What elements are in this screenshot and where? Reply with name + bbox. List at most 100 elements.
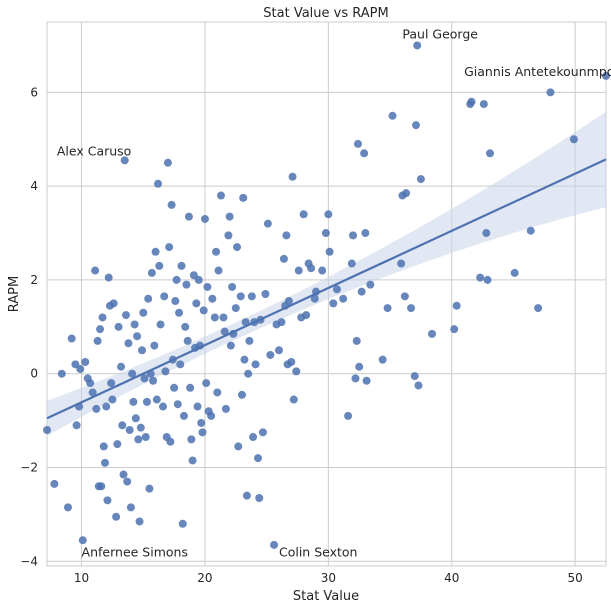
data-point: [324, 210, 333, 219]
data-point: [526, 226, 535, 235]
data-point: [282, 231, 291, 240]
data-point: [133, 332, 142, 341]
data-point: [131, 414, 140, 423]
x-tick-label: 40: [444, 571, 459, 585]
data-point: [274, 346, 283, 355]
data-point: [109, 299, 118, 308]
data-point: [402, 189, 411, 198]
data-point: [220, 327, 229, 336]
data-point: [332, 285, 341, 294]
data-point: [91, 266, 100, 275]
data-point: [43, 426, 51, 434]
data-point: [233, 243, 242, 252]
data-point: [270, 540, 279, 549]
data-point: [145, 484, 154, 493]
y-tick-label: −2: [20, 461, 38, 475]
data-point: [361, 229, 370, 238]
data-point: [378, 355, 387, 364]
data-point: [193, 402, 202, 411]
data-point: [134, 435, 143, 444]
data-point: [225, 212, 234, 221]
data-points: [43, 41, 610, 549]
data-point: [120, 156, 129, 165]
y-tick-label: 2: [30, 273, 38, 287]
data-point: [126, 503, 135, 512]
data-point: [181, 322, 190, 331]
data-point: [339, 294, 348, 303]
data-point: [351, 374, 360, 383]
data-point: [138, 346, 147, 355]
data-point: [187, 435, 196, 444]
data-point: [245, 336, 254, 345]
data-point: [166, 437, 175, 446]
data-point: [534, 304, 543, 313]
data-point: [149, 376, 158, 385]
data-point: [182, 280, 191, 289]
data-point: [299, 210, 308, 219]
data-point: [119, 470, 128, 479]
data-point: [240, 355, 249, 364]
data-point: [413, 41, 422, 50]
data-point: [414, 381, 423, 390]
data-point: [108, 395, 117, 404]
data-point: [569, 135, 578, 144]
data-point: [307, 264, 316, 273]
regression-line: [46, 158, 607, 420]
data-point: [242, 491, 251, 500]
data-point: [310, 294, 319, 303]
data-point: [258, 428, 267, 437]
data-point: [200, 214, 209, 223]
data-point: [98, 313, 107, 322]
data-point: [136, 423, 145, 432]
annotation-label: Anfernee Simons: [82, 545, 188, 560]
data-point: [254, 454, 263, 463]
data-point: [407, 304, 416, 313]
data-point: [510, 268, 519, 277]
data-point: [114, 322, 123, 331]
annotation-label: Paul George: [402, 26, 478, 41]
data-point: [486, 149, 495, 158]
chart-title: Stat Value vs RAPM: [263, 6, 388, 21]
data-point: [152, 395, 161, 404]
x-tick-label: 10: [74, 571, 89, 585]
data-point: [140, 374, 149, 383]
data-point: [88, 388, 97, 397]
data-point: [483, 275, 492, 284]
data-point: [244, 369, 253, 378]
tick-labels: 10 20 30 40 50 −4 −2 0 2 4 6: [20, 85, 582, 585]
data-point: [165, 243, 174, 252]
data-point: [289, 395, 298, 404]
y-axis-label: RAPM: [7, 276, 22, 312]
data-point: [347, 259, 356, 268]
data-point: [117, 362, 126, 371]
data-point: [67, 334, 76, 343]
data-point: [172, 275, 181, 284]
data-point: [357, 287, 366, 296]
data-point: [237, 390, 246, 399]
data-point: [349, 231, 358, 240]
data-point: [170, 383, 179, 392]
data-point: [113, 440, 122, 449]
data-point: [178, 519, 187, 528]
annotation-label: Giannis Antetekounmpo: [464, 64, 611, 79]
data-point: [277, 318, 286, 327]
data-point: [86, 379, 95, 388]
data-point: [482, 229, 491, 238]
data-point: [151, 247, 160, 256]
data-point: [213, 388, 222, 397]
data-point: [216, 191, 225, 200]
y-tick-label: −4: [20, 554, 38, 568]
data-point: [321, 229, 330, 238]
data-point: [121, 311, 130, 320]
data-point: [198, 428, 207, 437]
data-point: [177, 261, 186, 270]
annotation-label: Alex Caruso: [57, 144, 131, 159]
x-tick-label: 20: [197, 571, 212, 585]
data-point: [302, 311, 311, 320]
data-point: [158, 402, 167, 411]
data-point: [383, 304, 392, 313]
data-point: [97, 482, 106, 491]
data-point: [124, 339, 133, 348]
data-point: [128, 369, 137, 378]
data-point: [102, 402, 111, 411]
